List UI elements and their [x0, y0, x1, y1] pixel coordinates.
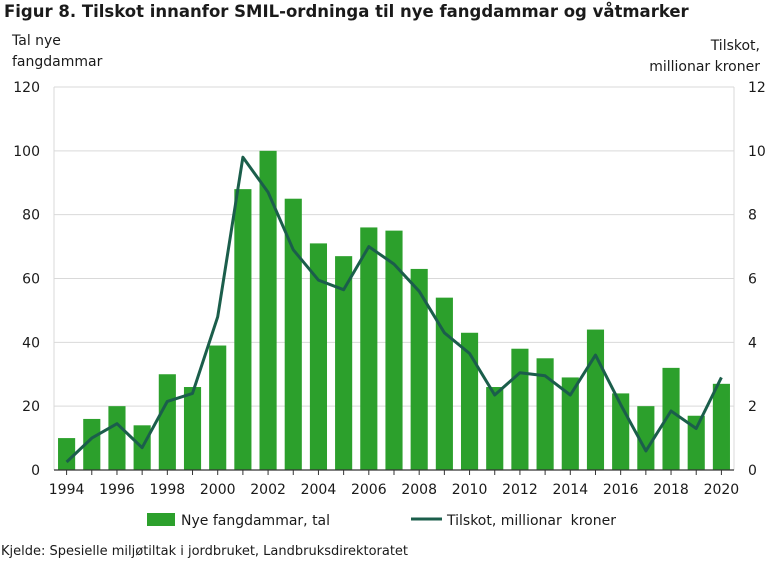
x-tick-label: 2000 [200, 482, 236, 498]
bar [234, 189, 252, 470]
bar [259, 150, 277, 471]
bar [460, 332, 479, 470]
x-tick-label: 2018 [653, 482, 689, 498]
bar-series [58, 150, 730, 471]
x-tick-label: 2010 [452, 482, 488, 498]
right-axis-title: Tilskot, millionar kroner [649, 36, 760, 78]
y-tick-label-right: 0 [748, 463, 757, 479]
right-axis-title-line-1: Tilskot, [710, 38, 760, 54]
x-tick-label: 1996 [99, 482, 135, 498]
x-tick-label: 2012 [502, 482, 538, 498]
bar [360, 227, 378, 470]
bar [486, 387, 504, 470]
bar [561, 377, 579, 470]
y-tick-label-left: 100 [13, 144, 40, 160]
x-tick-label: 2016 [603, 482, 639, 498]
bar [309, 243, 328, 470]
x-tick-label: 2002 [250, 482, 286, 498]
y-tick-label-right: 6 [748, 272, 757, 288]
bar [511, 348, 529, 470]
left-axis-title: Tal nye fangdammar [12, 31, 102, 73]
bar [209, 345, 227, 470]
bar [385, 230, 403, 470]
legend-bar-swatch [147, 513, 175, 526]
legend-line-label: Tilskot, millionar kroner [446, 513, 616, 529]
y-tick-label-left: 120 [13, 80, 40, 96]
legend: Nye fangdammar, tal Tilskot, millionar k… [147, 513, 616, 529]
bar [410, 268, 428, 470]
x-tick-label: 2020 [704, 482, 740, 498]
bar [284, 198, 302, 471]
chart-title: Figur 8. Tilskot innanfor SMIL-ordninga … [4, 2, 689, 21]
left-axis-title-line-1: Tal nye [12, 33, 61, 49]
x-tick-label: 2004 [301, 482, 337, 498]
bar [662, 367, 680, 470]
bar [637, 406, 655, 470]
x-tick-label: 1994 [49, 482, 85, 498]
bar [158, 374, 176, 470]
bar [58, 438, 76, 470]
y-tick-label-right: 2 [748, 399, 757, 415]
bar [183, 387, 202, 470]
source-note: Kjelde: Spesielle miljøtiltak i jordbruk… [1, 544, 409, 559]
left-axis-title-line-2: fangdammar [12, 54, 103, 70]
y-tick-label-left: 0 [31, 463, 40, 479]
axes: 0 0 20 2 40 4 60 6 80 8 100 10 120 12 1994 1996 1998 2000… [13, 80, 766, 498]
right-axis-title-line-2: millionar kroner [649, 59, 760, 75]
bar [108, 406, 126, 470]
x-tick-label: 2008 [401, 482, 437, 498]
bar [335, 256, 353, 470]
y-tick-label-left: 40 [22, 335, 40, 351]
bar [687, 415, 705, 470]
y-tick-label-left: 60 [22, 272, 40, 288]
y-tick-label-right: 10 [748, 144, 766, 160]
y-tick-label-right: 12 [748, 80, 766, 96]
line-series [65, 155, 723, 464]
bar [586, 329, 605, 470]
bar [83, 418, 101, 470]
legend-bar-label: Nye fangdammar, tal [181, 513, 330, 529]
bar [536, 358, 554, 470]
bar [712, 383, 730, 470]
y-tick-label-right: 8 [748, 208, 757, 224]
x-tick-label: 2006 [351, 482, 387, 498]
bar [435, 297, 453, 470]
x-tick-label: 2014 [552, 482, 588, 498]
y-tick-label-left: 80 [22, 208, 40, 224]
x-tick-label: 1998 [150, 482, 186, 498]
y-tick-label-right: 4 [748, 335, 757, 351]
y-tick-label-left: 20 [22, 399, 40, 415]
series-line [65, 155, 723, 464]
